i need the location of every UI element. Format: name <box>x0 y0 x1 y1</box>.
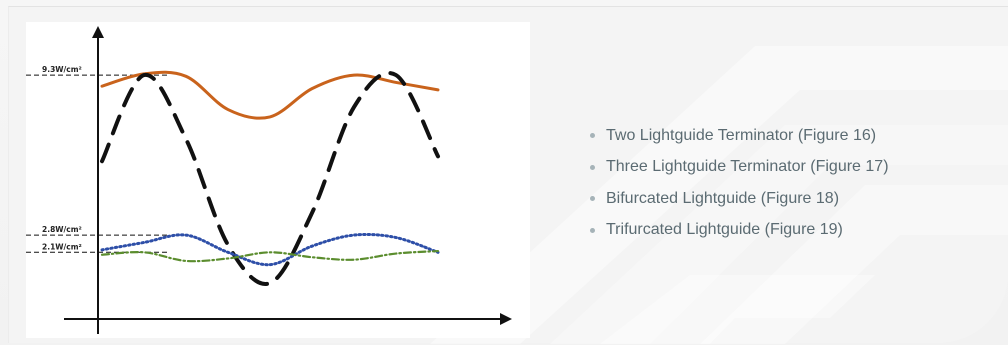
list-item-label: Bifurcated Lightguide (Figure 18) <box>606 189 840 207</box>
chart-panel: 9.3W/cm² 2.8W/cm² 2.1W/cm² <box>26 22 530 338</box>
series-line-3 <box>100 232 440 267</box>
list-item-three-lightguide-terminator: Three Lightguide Terminator (Figure 17) <box>590 152 889 184</box>
y-axis-labels: 9.3W/cm² 2.8W/cm² 2.1W/cm² <box>42 65 82 251</box>
series-lines <box>100 70 440 286</box>
bullet-icon <box>590 196 595 202</box>
y-axis-label-3: 2.1W/cm² <box>42 242 82 251</box>
y-axis-label-2: 2.8W/cm² <box>42 225 82 234</box>
bullet-icon <box>590 227 595 233</box>
lightguide-list: Two Lightguide Terminator (Figure 16) Th… <box>590 120 889 246</box>
series-line-4 <box>100 249 440 263</box>
chart-axes <box>64 26 512 334</box>
bullet-icon <box>590 164 595 170</box>
series-line-1 <box>100 70 440 120</box>
series-line-2 <box>100 71 440 286</box>
bullet-icon <box>590 133 595 139</box>
list-item-two-lightguide-terminator: Two Lightguide Terminator (Figure 16) <box>590 120 889 152</box>
list-item-trifurcated-lightguide: Trifurcated Lightguide (Figure 19) <box>590 215 889 247</box>
list-item-bifurcated-lightguide: Bifurcated Lightguide (Figure 18) <box>590 183 889 215</box>
list-item-label: Two Lightguide Terminator (Figure 16) <box>606 126 877 144</box>
y-axis-label-1: 9.3W/cm² <box>42 65 82 74</box>
list-item-label: Three Lightguide Terminator (Figure 17) <box>606 158 889 176</box>
list-item-label: Trifurcated Lightguide (Figure 19) <box>606 221 843 239</box>
irradiance-chart: 9.3W/cm² 2.8W/cm² 2.1W/cm² <box>26 26 512 334</box>
